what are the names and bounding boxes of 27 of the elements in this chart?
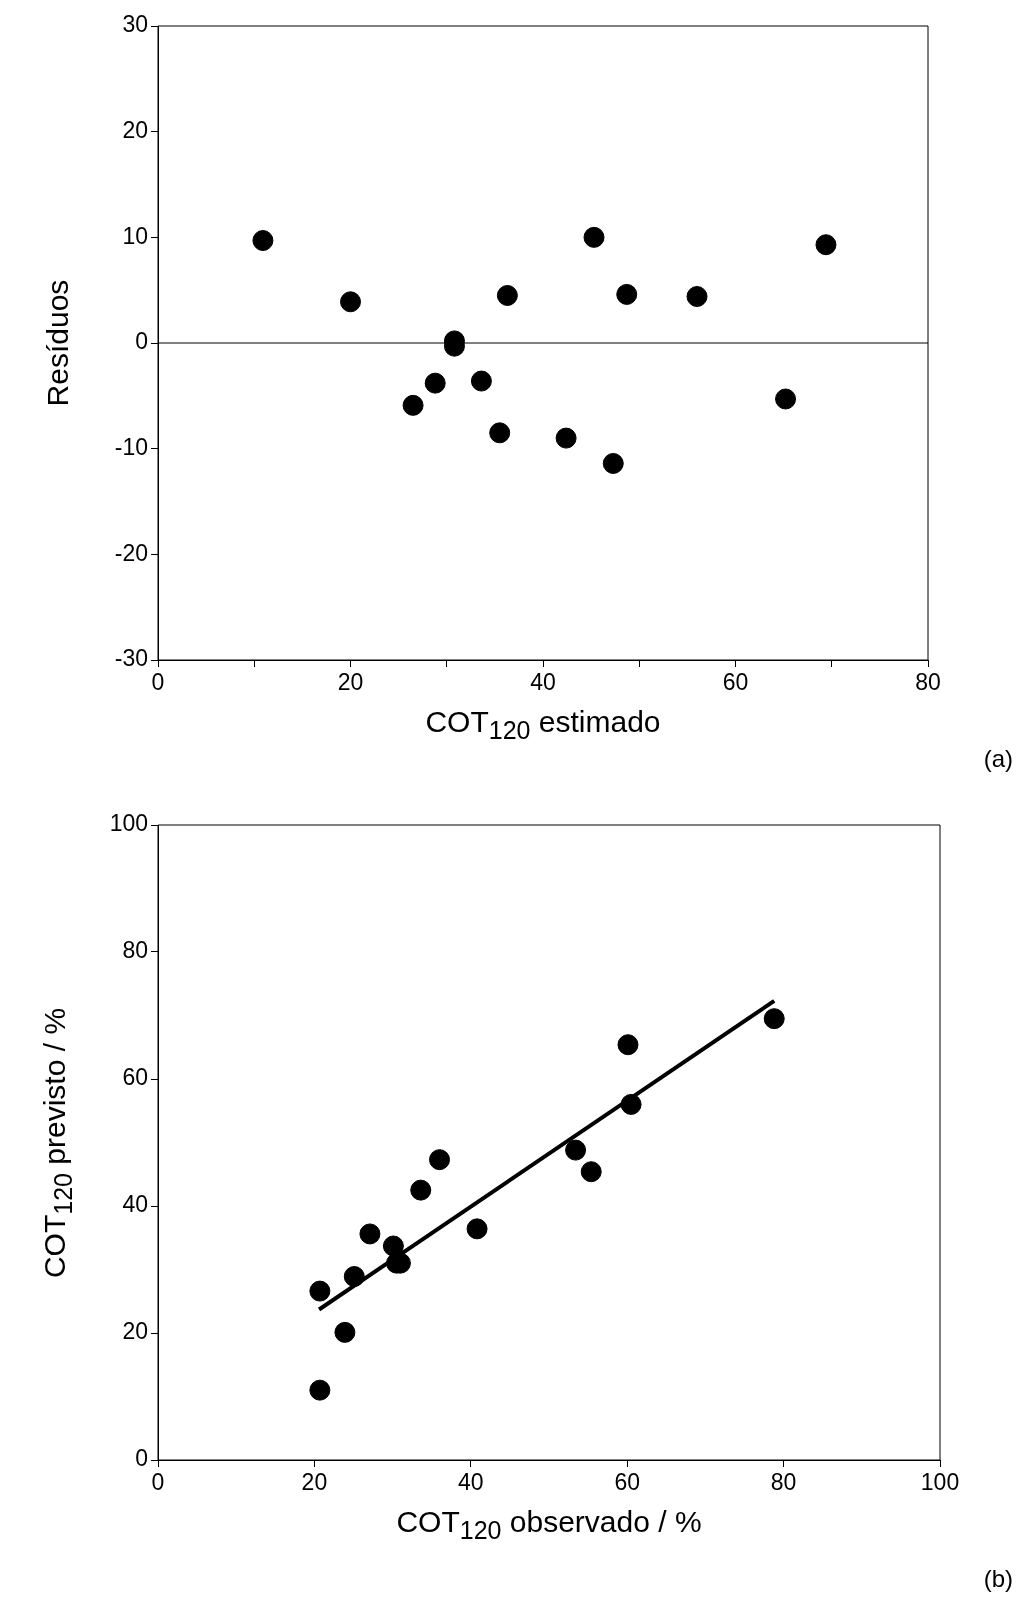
y-tick-label: 0: [135, 328, 148, 355]
text: (a): [983, 745, 1013, 773]
x-tick-label: 20: [301, 1469, 328, 1496]
y-tick-label: -10: [114, 434, 148, 461]
x-axis-title: COT$_{120}$ observado / %: [396, 1505, 702, 1545]
x-tick-label: 40: [530, 669, 556, 696]
x-tick-label: 40: [458, 1469, 484, 1496]
x-tick-label: 100: [920, 1469, 960, 1496]
y-tick-label: 10: [122, 222, 148, 249]
text: (b): [983, 1565, 1013, 1593]
y-tick-label: 60: [122, 1064, 148, 1091]
x-tick-label: 60: [722, 669, 749, 696]
y-tick-label: 20: [122, 117, 148, 144]
y-tick-label: -30: [114, 645, 148, 672]
y-tick-label: 0: [135, 1445, 148, 1472]
x-tick-label: 80: [770, 1469, 797, 1496]
x-tick-label: 20: [337, 669, 364, 696]
x-tick-label: 80: [915, 669, 941, 696]
y-tick-label: 30: [122, 11, 148, 38]
y-tick-label: -20: [114, 539, 148, 566]
x-tick-label: 60: [614, 1469, 640, 1496]
y-tick-label: 100: [109, 810, 148, 837]
y-tick-label: 20: [122, 1318, 148, 1345]
x-axis-title: COT$_{120}$ estimado: [425, 705, 661, 745]
y-tick-label: 80: [122, 937, 148, 964]
y-axis-title: Resíduos: [41, 279, 75, 407]
y-tick-label: 40: [122, 1191, 148, 1218]
